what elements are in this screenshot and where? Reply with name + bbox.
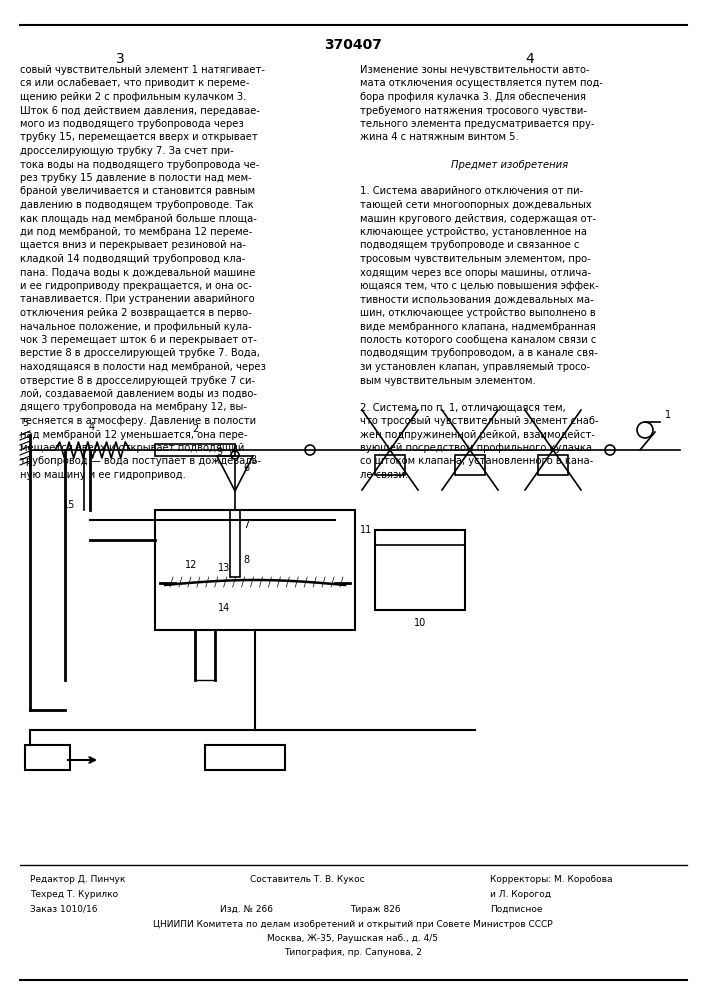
Text: 14: 14 xyxy=(218,603,230,613)
Text: начальное положение, и профильный кула-: начальное положение, и профильный кула- xyxy=(20,322,252,332)
Text: Москва, Ж-35, Раушская наб., д. 4/5: Москва, Ж-35, Раушская наб., д. 4/5 xyxy=(267,934,438,943)
Text: ходящим через все опоры машины, отлича-: ходящим через все опоры машины, отлича- xyxy=(360,267,591,277)
Text: Предмет изобретения: Предмет изобретения xyxy=(452,159,568,169)
Bar xyxy=(538,455,568,475)
Text: Редактор Д. Пинчук: Редактор Д. Пинчук xyxy=(30,875,125,884)
Text: кладкой 14 подводящий трубопровод кла-: кладкой 14 подводящий трубопровод кла- xyxy=(20,254,245,264)
Text: 15: 15 xyxy=(63,500,75,510)
Text: браной увеличивается и становится равным: браной увеличивается и становится равным xyxy=(20,186,255,196)
Bar xyxy=(25,745,70,770)
Text: щению рейки 2 с профильным кулачком 3.: щению рейки 2 с профильным кулачком 3. xyxy=(20,92,246,102)
Text: 6: 6 xyxy=(243,463,249,473)
Text: 3: 3 xyxy=(250,455,256,465)
Text: машин кругового действия, содержащая от-: машин кругового действия, содержащая от- xyxy=(360,214,596,224)
Text: ющаяся тем, что с целью повышения эффек-: ющаяся тем, что с целью повышения эффек- xyxy=(360,281,599,291)
Text: мещается вверх и открывает подводящий: мещается вверх и открывает подводящий xyxy=(20,443,245,453)
Text: Подписное: Подписное xyxy=(490,905,542,914)
Text: 12: 12 xyxy=(185,560,197,570)
Text: Техред Т. Курилко: Техред Т. Курилко xyxy=(30,890,118,899)
Bar xyxy=(205,745,285,770)
Bar xyxy=(155,444,235,456)
Text: 13: 13 xyxy=(218,563,230,573)
Text: и ее гидроприводу прекращается, и она ос-: и ее гидроприводу прекращается, и она ос… xyxy=(20,281,252,291)
Text: отверстие 8 в дросселирующей трубке 7 си-: отверстие 8 в дросселирующей трубке 7 си… xyxy=(20,375,255,385)
Text: рез трубку 15 давление в полости над мем-: рез трубку 15 давление в полости над мем… xyxy=(20,173,252,183)
Bar xyxy=(375,455,405,475)
Text: и Л. Корогод: и Л. Корогод xyxy=(490,890,551,899)
Text: шин, отключающее устройство выполнено в: шин, отключающее устройство выполнено в xyxy=(360,308,596,318)
Text: зи установлен клапан, управляемый тросо-: зи установлен клапан, управляемый тросо- xyxy=(360,362,590,372)
Text: вым чувствительным элементом.: вым чувствительным элементом. xyxy=(360,375,536,385)
Text: 3: 3 xyxy=(116,52,124,66)
Text: подводящим трубопроводом, а в канале свя-: подводящим трубопроводом, а в канале свя… xyxy=(360,349,597,359)
Text: чок 3 перемещает шток 6 и перекрывает от-: чок 3 перемещает шток 6 и перекрывает от… xyxy=(20,335,257,345)
Text: ди под мембраной, то мембрана 12 переме-: ди под мембраной, то мембрана 12 переме- xyxy=(20,227,252,237)
Text: Заказ 1010/16: Заказ 1010/16 xyxy=(30,905,98,914)
Text: лой, создаваемой давлением воды из подво-: лой, создаваемой давлением воды из подво… xyxy=(20,389,257,399)
Text: 2: 2 xyxy=(192,424,198,434)
Text: 11: 11 xyxy=(360,525,373,535)
Text: бора профиля кулачка 3. Для обеспечения: бора профиля кулачка 3. Для обеспечения xyxy=(360,92,586,102)
Text: совый чувствительный элемент 1 натягивает-: совый чувствительный элемент 1 натягивае… xyxy=(20,65,265,75)
Text: верстие 8 в дросселирующей трубке 7. Вода,: верстие 8 в дросселирующей трубке 7. Вод… xyxy=(20,349,260,359)
Text: 4: 4 xyxy=(89,422,95,432)
Text: трубку 15, перемещается вверх и открывает: трубку 15, перемещается вверх и открывае… xyxy=(20,132,258,142)
Text: тивности использования дождевальных ма-: тивности использования дождевальных ма- xyxy=(360,294,594,304)
Text: находящаяся в полости над мембраной, через: находящаяся в полости над мембраной, чер… xyxy=(20,362,266,372)
Text: дросселирующую трубку 7. За счет при-: дросселирующую трубку 7. За счет при- xyxy=(20,146,234,156)
Text: ся или ослабевает, что приводит к переме-: ся или ослабевает, что приводит к переме… xyxy=(20,79,250,89)
Bar xyxy=(375,530,465,610)
Text: подводящем трубопроводе и связанное с: подводящем трубопроводе и связанное с xyxy=(360,240,580,250)
Text: щается вниз и перекрывает резиновой на-: щается вниз и перекрывает резиновой на- xyxy=(20,240,246,250)
Text: трубопровод — вода поступает в дождеваль-: трубопровод — вода поступает в дождеваль… xyxy=(20,456,261,466)
Text: дящего трубопровода на мембрану 12, вы-: дящего трубопровода на мембрану 12, вы- xyxy=(20,402,247,412)
Text: Тираж 826: Тираж 826 xyxy=(350,905,401,914)
Text: 370407: 370407 xyxy=(324,38,382,52)
Text: со штоком клапана, установленного в кана-: со штоком клапана, установленного в кана… xyxy=(360,456,593,466)
Text: 5: 5 xyxy=(22,418,28,428)
Text: как площадь над мембраной больше площа-: как площадь над мембраной больше площа- xyxy=(20,214,257,224)
Text: тросовым чувствительным элементом, про-: тросовым чувствительным элементом, про- xyxy=(360,254,591,264)
Bar xyxy=(230,510,240,577)
Text: над мембраной 12 уменьшается, она пере-: над мембраной 12 уменьшается, она пере- xyxy=(20,430,247,440)
Text: Изменение зоны нечувствительности авто-: Изменение зоны нечувствительности авто- xyxy=(360,65,590,75)
Text: 9: 9 xyxy=(217,447,223,457)
Text: 1. Система аварийного отключения от пи-: 1. Система аварийного отключения от пи- xyxy=(360,186,583,196)
Text: давлению в подводящем трубопроводе. Так: давлению в подводящем трубопроводе. Так xyxy=(20,200,254,210)
Text: 1: 1 xyxy=(665,410,671,420)
Text: ле связи.: ле связи. xyxy=(360,470,408,480)
Text: виде мембранного клапана, надмембранная: виде мембранного клапана, надмембранная xyxy=(360,322,596,332)
Text: 7: 7 xyxy=(243,520,250,530)
Text: Типография, пр. Сапунова, 2: Типография, пр. Сапунова, 2 xyxy=(284,948,422,957)
Text: что тросовый чувствительный элемент снаб-: что тросовый чувствительный элемент снаб… xyxy=(360,416,599,426)
Text: тающей сети многоопорных дождевальных: тающей сети многоопорных дождевальных xyxy=(360,200,592,210)
Text: требуемого натяжения тросового чувстви-: требуемого натяжения тросового чувстви- xyxy=(360,105,587,115)
Text: 4: 4 xyxy=(525,52,534,66)
Text: пана. Подача воды к дождевальной машине: пана. Подача воды к дождевальной машине xyxy=(20,267,255,277)
Text: 2. Система по п. 1, отличающаяся тем,: 2. Система по п. 1, отличающаяся тем, xyxy=(360,402,566,412)
Text: отключения рейка 2 возвращается в перво-: отключения рейка 2 возвращается в перво- xyxy=(20,308,252,318)
Text: ключающее устройство, установленное на: ключающее устройство, установленное на xyxy=(360,227,587,237)
Text: жина 4 с натяжным винтом 5.: жина 4 с натяжным винтом 5. xyxy=(360,132,519,142)
Text: Корректоры: М. Коробова: Корректоры: М. Коробова xyxy=(490,875,612,884)
Text: вующей посредством профильного кулачка: вующей посредством профильного кулачка xyxy=(360,443,592,453)
Text: мата отключения осуществляется путем под-: мата отключения осуществляется путем под… xyxy=(360,79,603,89)
Text: 10: 10 xyxy=(414,618,426,628)
Text: мого из подводящего трубопровода через: мого из подводящего трубопровода через xyxy=(20,119,244,129)
Text: жен подпружиненной рейкой, взаимодейст-: жен подпружиненной рейкой, взаимодейст- xyxy=(360,430,595,440)
Text: танавливается. При устранении аварийного: танавливается. При устранении аварийного xyxy=(20,294,255,304)
Text: тока воды на подводящего трубопровода че-: тока воды на подводящего трубопровода че… xyxy=(20,159,259,169)
Text: Изд. № 266: Изд. № 266 xyxy=(220,905,273,914)
Bar xyxy=(155,510,355,630)
Text: ную машину и ее гидропривод.: ную машину и ее гидропривод. xyxy=(20,470,186,480)
Text: тесняется в атмосферу. Давление в полости: тесняется в атмосферу. Давление в полост… xyxy=(20,416,256,426)
Text: ЦНИИПИ Комитета по делам изобретений и открытий при Совете Министров СССР: ЦНИИПИ Комитета по делам изобретений и о… xyxy=(153,920,553,929)
Text: 8: 8 xyxy=(243,555,249,565)
Bar xyxy=(455,455,485,475)
Text: полость которого сообщена каналом связи с: полость которого сообщена каналом связи … xyxy=(360,335,597,345)
Text: тельного элемента предусматривается пру-: тельного элемента предусматривается пру- xyxy=(360,119,595,129)
Text: Шток 6 под действием давления, передавае-: Шток 6 под действием давления, передавае… xyxy=(20,105,260,115)
Text: Составитель Т. В. Кукос: Составитель Т. В. Кукос xyxy=(250,875,365,884)
